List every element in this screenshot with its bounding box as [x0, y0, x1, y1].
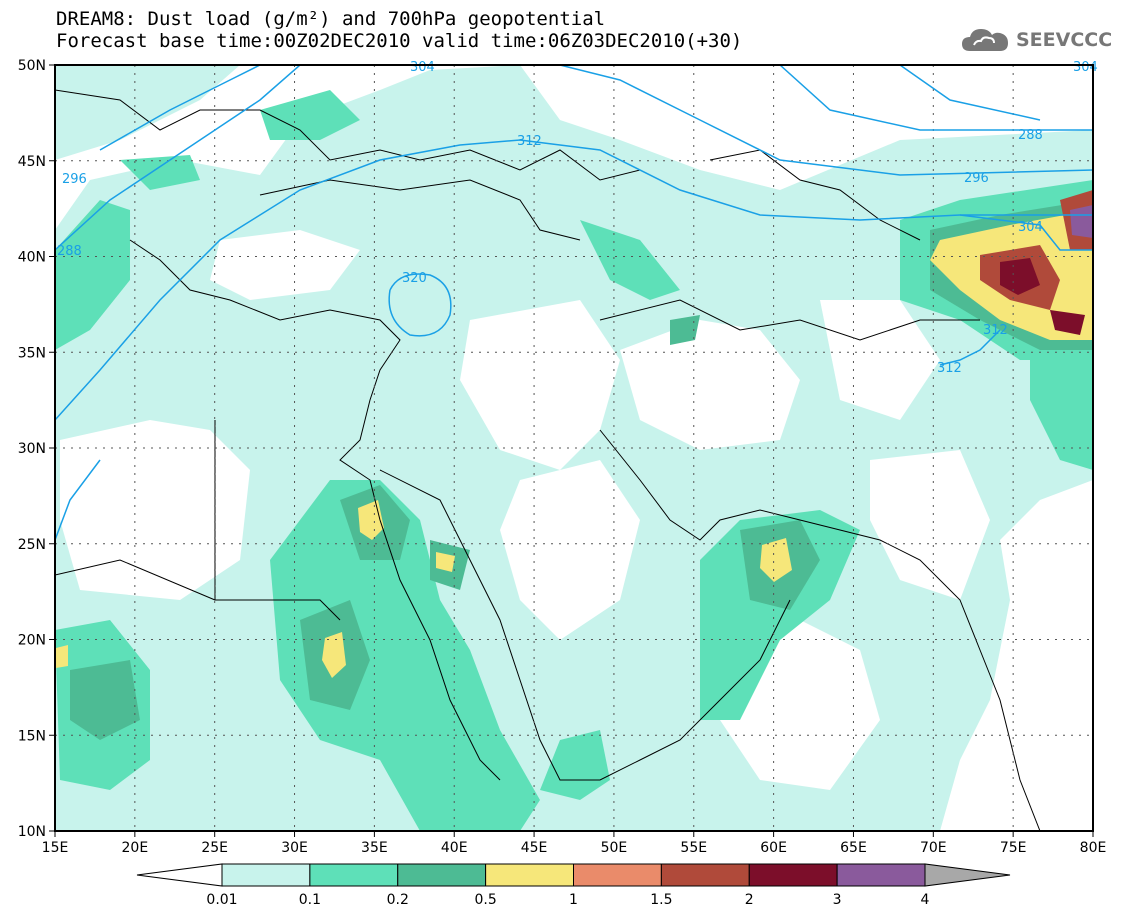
contour-label: 288 — [1018, 128, 1043, 143]
colorbar-segment — [573, 863, 662, 887]
contour-320 — [388, 273, 452, 337]
lon-tick-label: 15E — [42, 840, 69, 856]
contour-label: 312 — [983, 323, 1008, 338]
logo-text: SEEVCCC — [1016, 29, 1113, 51]
contour-296-west — [99, 65, 261, 151]
colorbar-label: 0.01 — [206, 892, 237, 908]
lat-tick-label: 15N — [18, 728, 46, 744]
lon-tick-label: 40E — [441, 840, 468, 856]
lon-tick-label: 65E — [840, 840, 867, 856]
contour-312-east — [939, 329, 1001, 366]
lat-tick-label: 30N — [18, 441, 46, 457]
lon-tick-label: 35E — [361, 840, 388, 856]
title-line-2: Forecast base time:00Z02DEC2010 valid ti… — [56, 30, 743, 52]
lon-tick-label: 50E — [601, 840, 628, 856]
lon-tick-label: 45E — [521, 840, 548, 856]
title-line-1: DREAM8: Dust load (g/m²) and 700hPa geop… — [56, 8, 606, 30]
lon-tick-label: 25E — [201, 840, 228, 856]
contour-label: 312 — [937, 361, 962, 376]
contour-label: 296 — [62, 172, 87, 187]
colorbar-segment — [660, 863, 750, 887]
colorbar: 0.01 0.1 0.2 0.5 1 1.5 2 3 4 — [136, 863, 1011, 908]
lat-lon-grid — [55, 65, 1093, 831]
lat-tick-label: 40N — [18, 250, 46, 266]
contour-label: 296 — [964, 171, 989, 186]
lat-tick-label: 10N — [18, 824, 46, 840]
geopotential-contours — [55, 65, 1093, 541]
logo: SEEVCCC — [960, 25, 1112, 55]
contour-sea-west — [55, 459, 101, 541]
lon-tick-label: 20E — [122, 840, 149, 856]
colorbar-label: 4 — [921, 892, 930, 908]
lat-tick-label: 45N — [18, 154, 46, 170]
colorbar-label: 0.5 — [474, 892, 496, 908]
lat-tick-label: 35N — [18, 345, 46, 361]
colorbar-segment — [309, 863, 399, 887]
colorbar-label: 3 — [833, 892, 842, 908]
dust-shading — [55, 65, 1093, 831]
colorbar-under-triangle — [136, 863, 223, 887]
colorbar-segment — [836, 863, 926, 887]
contour-304-west — [55, 65, 301, 251]
contour-label: 304 — [1073, 60, 1098, 75]
contour-label: 304 — [1018, 220, 1043, 235]
contour-label: 312 — [517, 134, 542, 149]
contour-288-top — [899, 65, 1041, 121]
colorbar-label: 1.5 — [650, 892, 672, 908]
lon-tick-label: 55E — [680, 840, 707, 856]
lat-tick-label: 50N — [18, 58, 46, 74]
contour-304-east — [959, 214, 1093, 251]
colorbar-label: 0.1 — [299, 892, 321, 908]
lon-tick-label: 75E — [1000, 840, 1027, 856]
lon-tick-label: 60E — [760, 840, 787, 856]
colorbar-over-triangle — [924, 863, 1011, 887]
lon-tick-label: 30E — [281, 840, 308, 856]
contour-label: 304 — [410, 60, 435, 75]
colorbar-label: 0.2 — [387, 892, 409, 908]
latitude-axis: 10N 15N 20N 25N 30N 35N 40N 45N 50N — [18, 58, 55, 840]
lat-tick-label: 20N — [18, 633, 46, 649]
lon-tick-label: 80E — [1080, 840, 1107, 856]
cloud-icon — [962, 29, 1008, 51]
longitude-axis: 15E 20E 25E 30E 35E 40E 45E 50E 55E 60E 65E 70E 75E 8… — [42, 831, 1107, 856]
contour-288-east — [779, 65, 1093, 131]
contour-labels: 304 296 288 304 312 320 312 312 296 288 … — [57, 60, 1098, 376]
contour-label: 320 — [402, 271, 427, 286]
contour-296-east — [559, 65, 1093, 176]
colorbar-segment — [397, 863, 487, 887]
colorbar-segment — [221, 863, 311, 887]
colorbar-label: 2 — [745, 892, 754, 908]
contour-312-west — [55, 139, 1093, 421]
coastlines — [55, 89, 1041, 831]
colorbar-segment — [485, 863, 574, 887]
contour-label: 288 — [57, 244, 82, 259]
colorbar-segment — [748, 863, 838, 887]
colorbar-label: 1 — [569, 892, 578, 908]
map-title: DREAM8: Dust load (g/m²) and 700hPa geop… — [56, 8, 742, 52]
lon-tick-label: 70E — [920, 840, 947, 856]
lat-tick-label: 25N — [18, 537, 46, 553]
